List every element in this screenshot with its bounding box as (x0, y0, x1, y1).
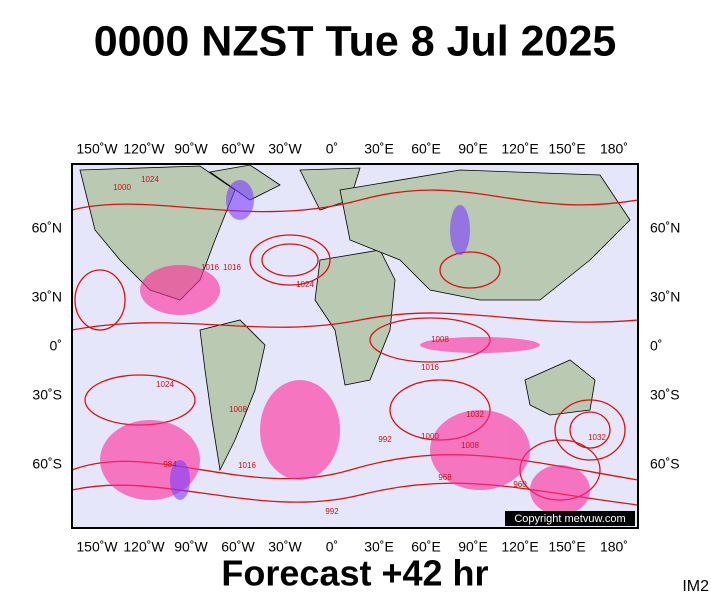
lon-label: 60˚W (221, 539, 255, 555)
lon-label: 90˚E (458, 539, 488, 555)
image-id: IM2 (682, 578, 709, 595)
isobar-label: 1032 (466, 410, 484, 419)
isobar-label: 1016 (421, 363, 439, 372)
map-frame (71, 163, 639, 529)
lon-label: 0˚ (326, 539, 338, 555)
lon-label: 30˚W (268, 539, 302, 555)
isobar-label: 1008 (229, 405, 247, 414)
lat-label: 60˚N (650, 220, 680, 236)
isobar-label: 992 (378, 435, 392, 444)
lon-label: 30˚W (268, 141, 302, 157)
isobar-label: 968 (438, 473, 452, 482)
lat-label: 60˚N (32, 220, 62, 236)
isobar-labels: 1000 1016 1016 1024 1008 1016 1024 1032 1000 992 1… (113, 175, 606, 516)
lon-label: 120˚W (123, 539, 165, 555)
lat-label: 30˚S (650, 387, 680, 403)
lat-label: 0˚ (50, 338, 62, 354)
lon-label: 90˚E (458, 141, 488, 157)
lat-label: 0˚ (650, 338, 662, 354)
lon-label: 150˚E (548, 539, 585, 555)
lon-label: 90˚W (174, 539, 208, 555)
lat-label: 30˚S (32, 387, 62, 403)
lon-label: 90˚W (174, 141, 208, 157)
copyright: Copyright metvuw.com (514, 513, 625, 525)
lon-label: 30˚E (364, 141, 394, 157)
isobar-label: 1024 (296, 280, 314, 289)
precipitation (100, 265, 590, 515)
lat-label: 30˚N (650, 289, 680, 305)
lon-label: 60˚W (221, 141, 255, 157)
graticule-labels: 150˚W 150˚W 120˚W 120˚W 90˚W 90˚W 60˚W 60˚W 30˚W… (32, 141, 681, 555)
lon-label: 150˚W (76, 539, 118, 555)
lon-label: 120˚E (501, 141, 538, 157)
isobar-label: 984 (163, 460, 177, 469)
title: 0000 NZST Tue 8 Jul 2025 (94, 17, 617, 65)
isobar-label: 1000 (421, 432, 439, 441)
isobar-label: 1000 (113, 183, 131, 192)
isobar-label: 1016 (201, 263, 219, 272)
isobar-label: 1024 (156, 380, 174, 389)
map-area: 1000 1016 1016 1024 1008 1016 1024 1032 1000 992 1… (72, 164, 638, 528)
lon-label: 30˚E (364, 539, 394, 555)
lon-label: 120˚E (501, 539, 538, 555)
isobar-label: 1016 (238, 461, 256, 470)
isobar-label: 1032 (588, 433, 606, 442)
isobar-label: 1024 (141, 175, 159, 184)
land (79, 164, 631, 472)
copyright-box (505, 511, 635, 526)
lat-label: 30˚N (32, 289, 62, 305)
heavy-precipitation (170, 180, 470, 500)
lat-label: 60˚S (32, 456, 62, 472)
lon-label: 180˚ (600, 141, 628, 157)
lon-label: 180˚ (600, 539, 628, 555)
isobar-label: 992 (325, 507, 339, 516)
lon-label: 0˚ (326, 141, 338, 157)
lon-label: 120˚W (123, 141, 165, 157)
lon-label: 150˚E (548, 141, 585, 157)
lat-label: 60˚S (650, 456, 680, 472)
lon-label: 60˚E (411, 141, 441, 157)
isobar-label: 1008 (431, 335, 449, 344)
lon-label: 60˚E (411, 539, 441, 555)
isobar-label: 1008 (461, 441, 479, 450)
isobar-label: 960 (513, 480, 527, 489)
isobar-label: 1016 (223, 263, 241, 272)
lon-label: 150˚W (76, 141, 118, 157)
forecast: Forecast +42 hr (221, 553, 488, 594)
